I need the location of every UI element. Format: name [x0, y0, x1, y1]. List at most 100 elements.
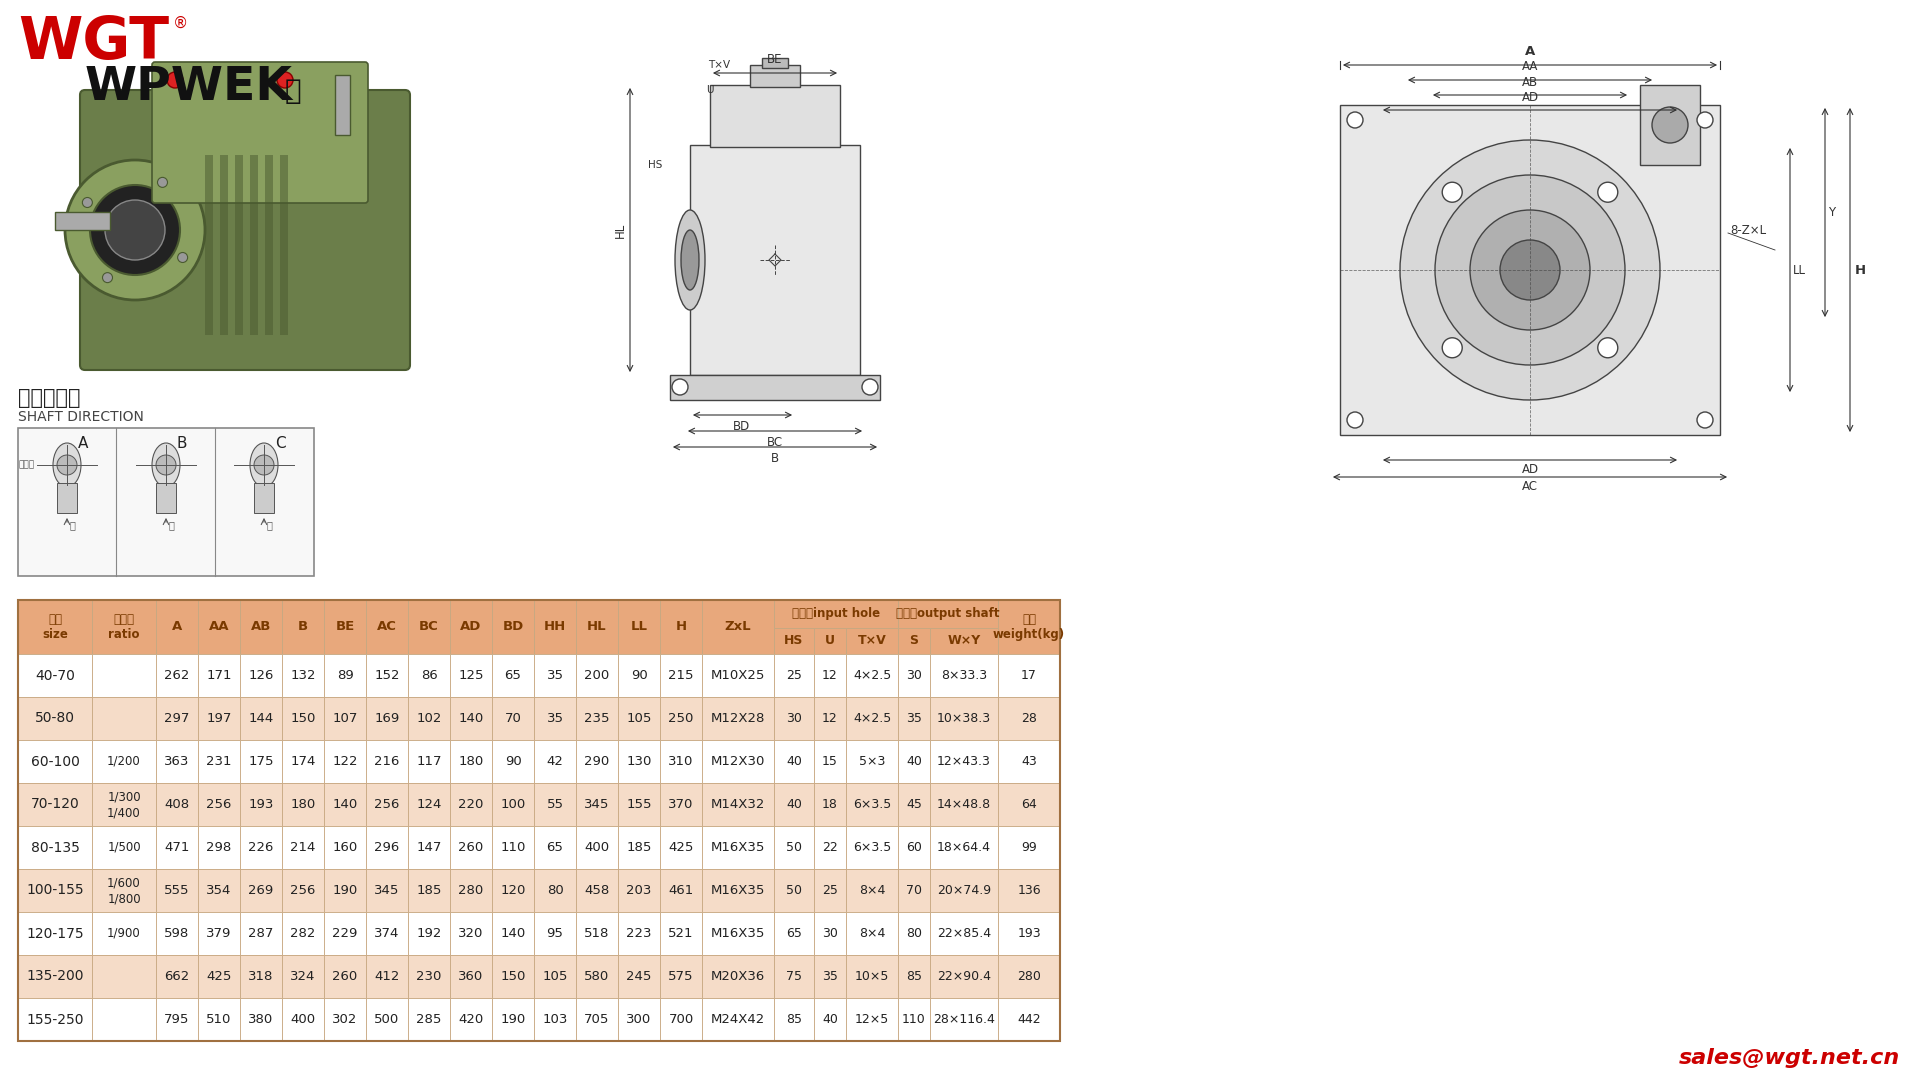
Bar [205, 156, 213, 335]
Bar [282, 826, 324, 869]
Bar [156, 783, 198, 826]
Bar [240, 955, 282, 998]
Text: 45: 45 [906, 798, 922, 811]
Bar [899, 869, 929, 912]
Text: AC: AC [376, 621, 397, 634]
Bar [618, 697, 660, 740]
Bar [998, 955, 1060, 998]
Text: B: B [772, 453, 780, 465]
Bar [492, 740, 534, 783]
Text: 4×2.5: 4×2.5 [852, 712, 891, 725]
Text: 471: 471 [165, 841, 190, 854]
Bar [998, 912, 1060, 955]
Text: 171: 171 [205, 669, 232, 681]
Text: M24X42: M24X42 [710, 1013, 766, 1026]
Text: 50-80: 50-80 [35, 712, 75, 726]
Text: LL: LL [630, 621, 647, 634]
Text: 12: 12 [822, 669, 837, 681]
Text: 285: 285 [417, 1013, 442, 1026]
Text: 5×3: 5×3 [858, 755, 885, 768]
Text: 12: 12 [822, 712, 837, 725]
Text: M16X35: M16X35 [710, 927, 766, 940]
Text: 354: 354 [205, 885, 232, 897]
Bar [92, 869, 156, 912]
Bar [492, 783, 534, 826]
Text: 155-250: 155-250 [27, 1013, 84, 1026]
Bar [774, 955, 814, 998]
Bar [367, 654, 407, 697]
Text: 223: 223 [626, 927, 651, 940]
Text: 轴指向表示: 轴指向表示 [17, 388, 81, 408]
Bar [407, 740, 449, 783]
Text: Y: Y [1828, 206, 1836, 219]
Bar [703, 600, 774, 654]
Text: 412: 412 [374, 970, 399, 983]
Bar [774, 869, 814, 912]
Bar [17, 998, 92, 1041]
Circle shape [90, 185, 180, 275]
Text: BC: BC [766, 436, 783, 449]
Bar [703, 783, 774, 826]
Bar [929, 654, 998, 697]
Text: 103: 103 [541, 1013, 568, 1026]
Bar [156, 955, 198, 998]
Bar [324, 654, 367, 697]
Bar [534, 697, 576, 740]
Bar [449, 600, 492, 654]
Bar [703, 955, 774, 998]
Bar [449, 654, 492, 697]
Text: BD: BD [733, 420, 751, 433]
Text: 重量
weight(kg): 重量 weight(kg) [993, 613, 1066, 642]
Bar [156, 869, 198, 912]
Text: 324: 324 [290, 970, 315, 983]
Bar [282, 740, 324, 783]
Bar [492, 955, 534, 998]
Ellipse shape [152, 443, 180, 487]
Bar [899, 600, 998, 627]
Bar [156, 697, 198, 740]
Text: T×V: T×V [858, 634, 887, 648]
Bar [710, 85, 841, 147]
Bar [899, 697, 929, 740]
Text: 290: 290 [584, 755, 611, 768]
Bar [198, 697, 240, 740]
Text: 80: 80 [906, 927, 922, 940]
Bar [407, 826, 449, 869]
Bar [847, 998, 899, 1041]
Bar [814, 869, 847, 912]
Bar [534, 912, 576, 955]
Bar [899, 783, 929, 826]
Text: 400: 400 [584, 841, 609, 854]
Text: 入力轴input hole: 入力轴input hole [791, 607, 879, 621]
Bar [703, 869, 774, 912]
Text: 197: 197 [205, 712, 232, 725]
Bar [618, 740, 660, 783]
Text: 105: 105 [541, 970, 568, 983]
Bar [660, 697, 703, 740]
Text: 孔双出: 孔双出 [19, 460, 35, 470]
Text: M20X36: M20X36 [710, 970, 766, 983]
Text: 122: 122 [332, 755, 357, 768]
Bar [576, 998, 618, 1041]
Text: 89: 89 [336, 669, 353, 681]
Text: 280: 280 [1018, 970, 1041, 983]
Circle shape [253, 455, 275, 475]
Bar [774, 627, 814, 654]
Bar [324, 998, 367, 1041]
Text: 598: 598 [165, 927, 190, 940]
Text: 302: 302 [332, 1013, 357, 1026]
Text: 124: 124 [417, 798, 442, 811]
Bar [17, 428, 315, 576]
Bar [282, 600, 324, 654]
Text: 22: 22 [822, 841, 837, 854]
Bar [929, 697, 998, 740]
Text: 518: 518 [584, 927, 611, 940]
Bar [670, 375, 879, 400]
Text: 345: 345 [374, 885, 399, 897]
Text: T×V: T×V [708, 60, 730, 70]
Text: 379: 379 [205, 927, 232, 940]
Text: 442: 442 [1018, 1013, 1041, 1026]
Bar [774, 600, 899, 627]
Bar [703, 998, 774, 1041]
Bar [576, 955, 618, 998]
